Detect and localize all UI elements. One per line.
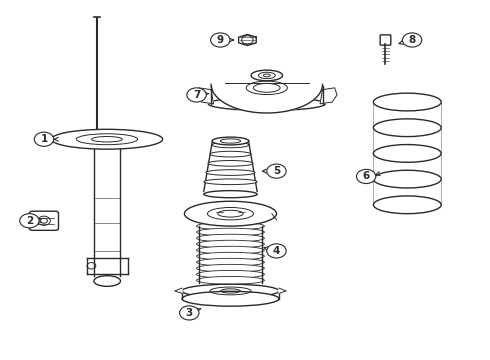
Ellipse shape — [204, 191, 257, 198]
Ellipse shape — [196, 222, 265, 230]
Ellipse shape — [208, 161, 253, 166]
Ellipse shape — [94, 276, 121, 286]
Text: 5: 5 — [273, 166, 280, 176]
Ellipse shape — [182, 284, 279, 298]
Circle shape — [34, 132, 53, 146]
Ellipse shape — [196, 270, 265, 278]
Circle shape — [267, 244, 286, 258]
Text: 3: 3 — [186, 308, 193, 318]
Text: 4: 4 — [273, 246, 280, 256]
Ellipse shape — [196, 252, 265, 260]
Circle shape — [180, 306, 199, 320]
Polygon shape — [196, 88, 214, 104]
FancyBboxPatch shape — [380, 35, 391, 45]
Ellipse shape — [210, 151, 251, 157]
Ellipse shape — [373, 93, 441, 111]
Ellipse shape — [184, 201, 276, 226]
Text: 1: 1 — [40, 134, 48, 144]
Polygon shape — [279, 288, 286, 293]
Ellipse shape — [196, 264, 265, 272]
Text: 9: 9 — [217, 35, 224, 45]
Text: 7: 7 — [193, 90, 200, 100]
Ellipse shape — [212, 142, 249, 148]
Ellipse shape — [196, 228, 265, 236]
Circle shape — [211, 33, 230, 47]
Ellipse shape — [208, 97, 325, 111]
Text: 8: 8 — [409, 35, 416, 45]
Ellipse shape — [196, 234, 265, 242]
Ellipse shape — [51, 129, 163, 149]
Bar — [94, 149, 121, 286]
Ellipse shape — [196, 276, 265, 284]
Polygon shape — [211, 84, 322, 113]
Circle shape — [20, 214, 39, 228]
Circle shape — [402, 33, 422, 47]
Circle shape — [187, 88, 206, 102]
Ellipse shape — [251, 70, 283, 81]
Ellipse shape — [206, 170, 255, 175]
Circle shape — [356, 169, 376, 184]
FancyBboxPatch shape — [29, 211, 58, 230]
Ellipse shape — [373, 119, 441, 136]
Ellipse shape — [207, 207, 253, 220]
Ellipse shape — [373, 196, 441, 214]
Polygon shape — [175, 288, 182, 293]
Circle shape — [267, 164, 286, 178]
Text: 6: 6 — [363, 171, 370, 181]
Ellipse shape — [212, 137, 249, 145]
Ellipse shape — [182, 291, 279, 306]
Ellipse shape — [204, 179, 257, 185]
Polygon shape — [320, 88, 337, 104]
Ellipse shape — [196, 258, 265, 266]
Polygon shape — [239, 35, 256, 45]
Ellipse shape — [196, 240, 265, 248]
Ellipse shape — [373, 145, 441, 162]
Text: 2: 2 — [26, 216, 33, 226]
Ellipse shape — [373, 170, 441, 188]
Ellipse shape — [196, 246, 265, 254]
